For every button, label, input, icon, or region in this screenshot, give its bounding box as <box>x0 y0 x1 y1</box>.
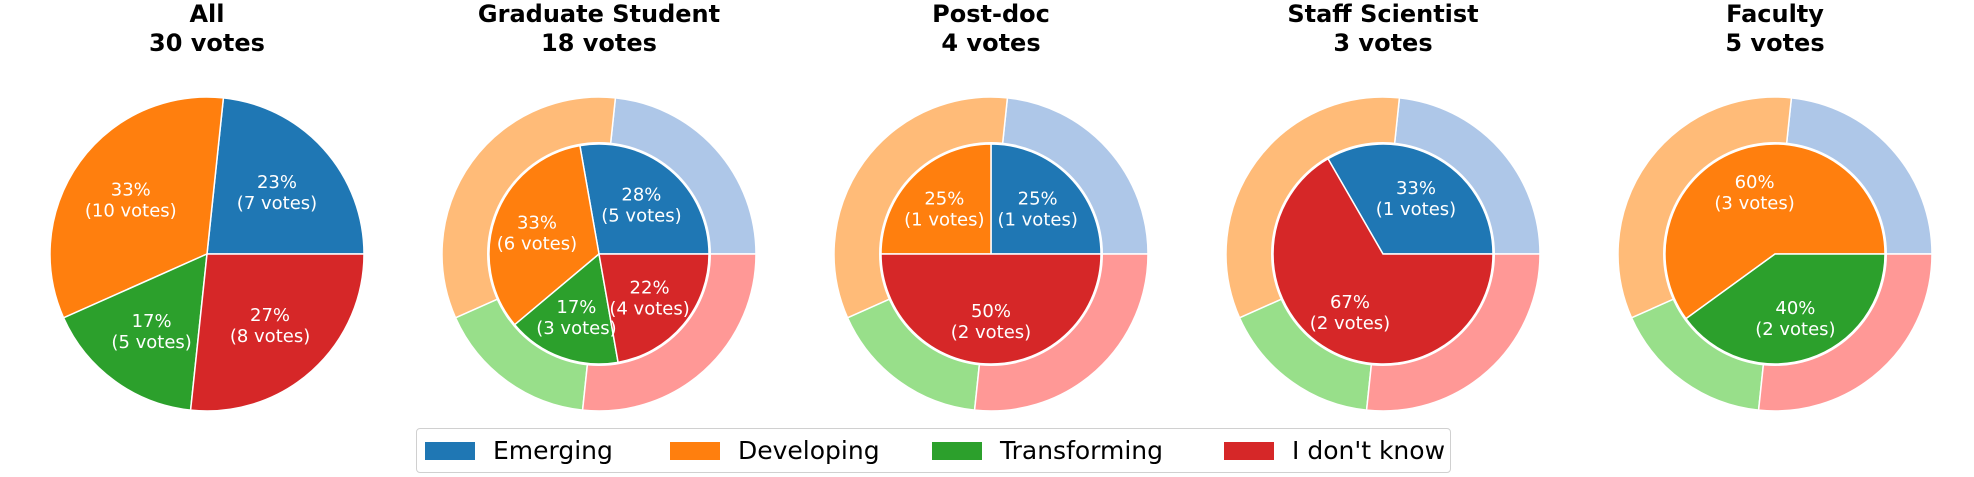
chart-title: Faculty <box>1726 0 1824 28</box>
slice-label-pct-transforming: 17% <box>556 297 596 318</box>
slice-label-votes-developing: (1 votes) <box>904 209 984 230</box>
legend-item-i-dont-know: I don't know <box>1224 429 1445 472</box>
slice-label-votes-transforming: (5 votes) <box>111 332 191 353</box>
pie-slice-transforming <box>1684 253 1886 365</box>
pie-slice-transforming <box>513 252 619 365</box>
pie-slice-i-don-t-know <box>598 253 710 364</box>
slice-label-votes-developing: (6 votes) <box>497 233 577 254</box>
slice-label-pct-transforming: 40% <box>1775 298 1815 319</box>
slice-label-pct-developing: 33% <box>111 180 151 201</box>
pie-slice-emerging <box>579 143 710 255</box>
pie-slice-i-don-t-know <box>189 253 365 412</box>
pie-slice-i-don-t-know <box>1272 157 1494 365</box>
chart-title: Staff Scientist <box>1287 0 1478 28</box>
pie-slice-emerging <box>1326 143 1494 255</box>
chart-subtitle-votes: 30 votes <box>149 29 265 57</box>
slice-label-votes-i-don-t-know: (4 votes) <box>609 298 689 319</box>
slice-label-pct-emerging: 23% <box>257 172 297 193</box>
legend-label-emerging: Emerging <box>493 436 613 465</box>
legend-swatch-transforming <box>932 441 982 460</box>
slice-label-pct-i-don-t-know: 50% <box>971 301 1011 322</box>
legend-item-emerging: Emerging <box>425 429 613 472</box>
slice-label-votes-i-don-t-know: (2 votes) <box>1310 313 1390 334</box>
pie-slice-transforming <box>62 252 208 411</box>
legend-swatch-i-dont-know <box>1224 441 1274 460</box>
slice-label-pct-emerging: 25% <box>1018 188 1058 209</box>
legend-label-developing: Developing <box>738 436 880 465</box>
legend-swatch-emerging <box>425 441 475 460</box>
chart-subtitle-votes: 18 votes <box>541 29 657 57</box>
chart-title: Graduate Student <box>478 0 720 28</box>
slice-label-pct-i-don-t-know: 67% <box>1330 292 1370 313</box>
legend: Emerging Developing Transforming I don't… <box>416 428 1451 473</box>
slice-label-votes-emerging: (5 votes) <box>601 205 681 226</box>
slice-label-votes-emerging: (1 votes) <box>997 209 1077 230</box>
slice-label-votes-developing: (10 votes) <box>85 201 177 222</box>
chart-subtitle-votes: 3 votes <box>1333 29 1432 57</box>
chart-subtitle-votes: 4 votes <box>941 29 1040 57</box>
slice-label-votes-emerging: (1 votes) <box>1376 199 1456 220</box>
legend-swatch-developing <box>670 441 720 460</box>
slice-label-votes-transforming: (2 votes) <box>1755 319 1835 340</box>
slice-label-votes-i-don-t-know: (8 votes) <box>230 326 310 347</box>
chart-title: All <box>189 0 224 28</box>
legend-label-transforming: Transforming <box>1000 436 1164 465</box>
slice-label-votes-transforming: (3 votes) <box>536 318 616 339</box>
pie-slice-developing <box>880 143 992 255</box>
chart-subtitle-votes: 5 votes <box>1725 29 1824 57</box>
slice-label-pct-developing: 33% <box>517 212 557 233</box>
slice-label-pct-emerging: 28% <box>621 184 661 205</box>
pie-slice-developing <box>488 144 600 326</box>
slice-label-votes-emerging: (7 votes) <box>237 193 317 214</box>
pie-slice-emerging <box>990 143 1102 255</box>
slice-label-pct-transforming: 17% <box>132 311 172 332</box>
legend-item-transforming: Transforming <box>932 429 1163 472</box>
chart-title: Post-doc <box>932 0 1050 28</box>
pie-slice-emerging <box>206 97 365 255</box>
slice-label-votes-developing: (3 votes) <box>1714 193 1794 214</box>
legend-item-developing: Developing <box>670 429 880 472</box>
pie-slice-developing <box>49 96 225 319</box>
pie-slice-developing <box>1664 143 1886 320</box>
slice-label-pct-i-don-t-know: 27% <box>250 305 290 326</box>
pie-slice-i-don-t-know <box>880 253 1102 365</box>
slice-label-pct-developing: 60% <box>1735 172 1775 193</box>
legend-label-i-dont-know: I don't know <box>1292 436 1446 465</box>
slice-label-votes-i-don-t-know: (2 votes) <box>951 322 1031 343</box>
slice-label-pct-developing: 25% <box>924 188 964 209</box>
slice-label-pct-i-don-t-know: 22% <box>630 277 670 298</box>
slice-label-pct-emerging: 33% <box>1396 178 1436 199</box>
